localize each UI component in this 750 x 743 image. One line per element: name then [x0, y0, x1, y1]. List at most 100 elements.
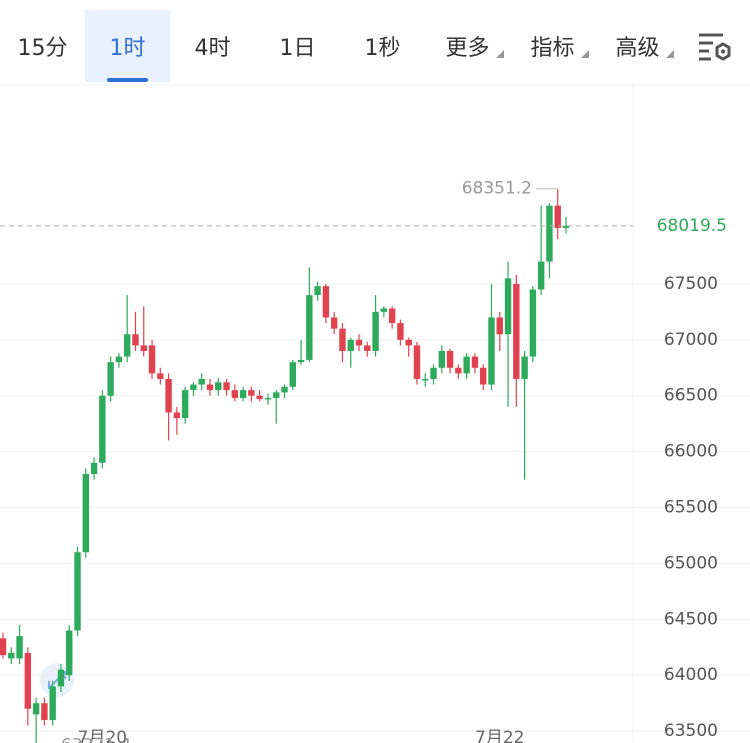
x-tick-label: 7月22 [475, 728, 524, 743]
candle-body [480, 367, 487, 385]
current-price-label: 68019.5 [657, 216, 727, 236]
candle-body [513, 283, 520, 379]
candle-body [546, 205, 553, 262]
tab-label: 15分 [17, 36, 68, 61]
candle-body [256, 395, 263, 400]
candle-body [446, 350, 454, 368]
candle-body [0, 638, 7, 656]
candle-body [496, 317, 503, 335]
candle-body [173, 412, 181, 419]
candle-body [231, 390, 239, 398]
candle-body [372, 311, 379, 351]
candle-body [455, 367, 462, 374]
candle-body [264, 397, 272, 400]
candle-body [297, 359, 305, 363]
candle-body [364, 345, 371, 351]
candle-body [90, 462, 98, 474]
tab-label: 1秒 [364, 36, 401, 61]
candle-body [537, 261, 545, 290]
candle-body [347, 339, 354, 351]
candle-body [488, 317, 495, 385]
max-label: 68351.2 [462, 179, 532, 199]
period-tab[interactable]: 4时 [170, 10, 255, 82]
candle-body [413, 345, 421, 379]
candle-body [223, 382, 230, 391]
dropdown-arrow [666, 50, 674, 58]
period-tabs: 15分 1时 4时 1日 1秒 更多 指标 高级 [0, 0, 750, 85]
current-price-box [640, 211, 750, 240]
candle-body [438, 350, 446, 368]
period-tab[interactable]: 1日 [255, 10, 340, 82]
candle-body [529, 289, 537, 357]
candle-body [74, 552, 81, 631]
candle-body [388, 308, 396, 324]
candle-body [206, 384, 214, 391]
tab-label: 1日 [279, 36, 316, 61]
candle-body [24, 652, 32, 709]
period-tab[interactable]: 指标 [510, 10, 595, 82]
y-tick-label: 65500 [664, 498, 718, 518]
candle-body [198, 378, 205, 385]
min-label: 63371.4 [61, 736, 131, 743]
dropdown-arrow [496, 50, 504, 58]
candle-body [215, 382, 222, 391]
candle-body [339, 328, 346, 351]
x-tick-label: 7月20 [78, 728, 127, 743]
period-tab[interactable]: 15分 [0, 10, 85, 82]
period-tab[interactable]: 1时 [85, 10, 170, 82]
y-tick-label: 67500 [664, 274, 718, 294]
candle-body [471, 356, 479, 368]
candle-body [16, 636, 23, 659]
candle-body [239, 390, 247, 398]
candle-body [289, 362, 296, 387]
y-tick-label: 64000 [664, 665, 718, 685]
candle-body [380, 308, 388, 312]
candle-body [157, 373, 164, 379]
candle-body [306, 295, 313, 360]
candle-body [562, 225, 570, 229]
candle-body [123, 334, 131, 357]
period-tab[interactable]: 高级 [595, 10, 680, 82]
y-tick-label: 67000 [664, 330, 718, 350]
period-tab[interactable]: 1秒 [340, 10, 425, 82]
candle-body [355, 339, 363, 346]
tab-label: 指标 [530, 36, 575, 61]
candle-body [504, 278, 512, 335]
candle-body [273, 392, 280, 398]
y-tick-label: 66500 [664, 386, 718, 406]
candle-body [322, 286, 330, 318]
candle-body [99, 395, 106, 463]
candle-body [190, 384, 197, 391]
period-tab[interactable]: 更多 [425, 10, 510, 82]
candle-body [521, 356, 528, 379]
tab-label: 4时 [194, 36, 231, 61]
candle-body [554, 205, 561, 229]
candle-body [405, 339, 412, 346]
y-tick-label: 65000 [664, 553, 718, 573]
tab-label: 1时 [109, 36, 146, 61]
candle-body [115, 356, 123, 363]
candle-body [430, 367, 437, 379]
candle-body [66, 630, 73, 676]
y-tick-label: 63500 [664, 721, 718, 741]
candle-body [165, 378, 172, 413]
candle-body [8, 652, 15, 659]
candle-body [181, 390, 189, 419]
candle-body [32, 703, 40, 715]
y-tick-label: 64500 [664, 609, 718, 629]
y-tick-label: 66000 [664, 442, 718, 462]
candle-body [49, 686, 56, 720]
candle-body [140, 345, 147, 351]
candle-body [463, 356, 470, 374]
settings-icon[interactable] [697, 30, 731, 64]
dropdown-arrow [581, 50, 589, 58]
candle-body [132, 334, 139, 346]
candle-body [107, 362, 114, 396]
candle-body [330, 317, 338, 329]
candle-body [397, 323, 404, 340]
candle-body [82, 473, 89, 553]
candle-body [57, 669, 65, 687]
candle-body [248, 390, 255, 396]
